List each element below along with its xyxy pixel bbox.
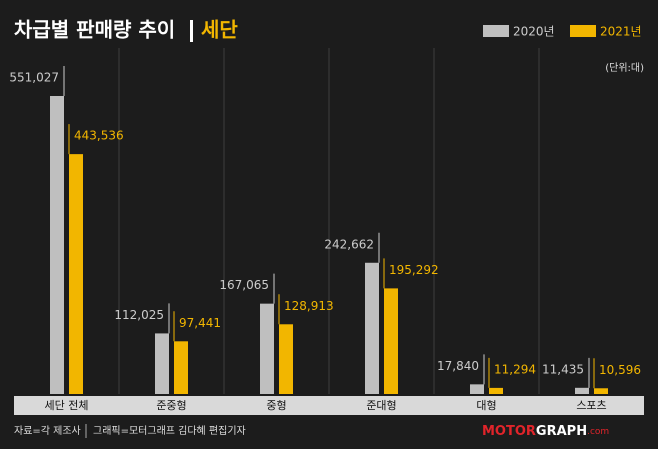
x-tick-label: 대형 [476,399,496,412]
x-tick-label: 스포츠 [576,399,606,412]
value-label: 10,596 [599,363,641,377]
bar [489,387,503,394]
value-label: 11,435 [542,362,584,376]
logo-part: .com [587,427,609,437]
bar [384,288,398,394]
logo-part: MOTOR [482,424,536,439]
bar [69,154,83,394]
bar [260,303,274,394]
legend-label: 2020년 [513,25,555,39]
value-label: 17,840 [437,359,479,373]
title-separator [190,20,193,42]
logo-part: GRAPH [536,424,587,439]
x-tick-label: 중형 [266,399,286,412]
credit: 그래픽=모터그래프 김다혜 편집기자 [93,425,246,437]
bar [365,262,379,394]
value-label: 195,292 [389,263,439,277]
chart-subtitle: 세단 [201,18,238,42]
x-tick-label: 준대형 [366,399,396,412]
value-label: 97,441 [179,316,221,330]
value-label: 551,027 [9,71,59,85]
unit-label: (단위:대) [605,61,644,74]
bar [279,324,293,394]
value-label: 242,662 [324,237,374,251]
chart-title: 차급별 판매량 추이 [14,18,175,42]
bar [575,387,589,394]
value-label: 167,065 [219,278,269,292]
value-label: 11,294 [494,362,536,376]
bar [174,341,188,394]
bar [50,96,64,394]
logo: MOTORGRAPH.com [482,424,609,439]
bar [594,388,608,394]
source: 자료=각 제조사 [14,425,81,437]
legend-swatch [483,25,509,37]
x-tick-label: 세단 전체 [45,399,89,412]
bar [155,333,169,394]
legend-label: 2021년 [600,25,642,39]
value-label: 128,913 [284,299,334,313]
bar [470,384,484,394]
value-label: 112,025 [114,308,164,322]
value-label: 443,536 [74,129,124,143]
category-band [14,396,644,415]
x-tick-label: 준중형 [156,399,186,412]
legend-swatch [570,25,596,37]
